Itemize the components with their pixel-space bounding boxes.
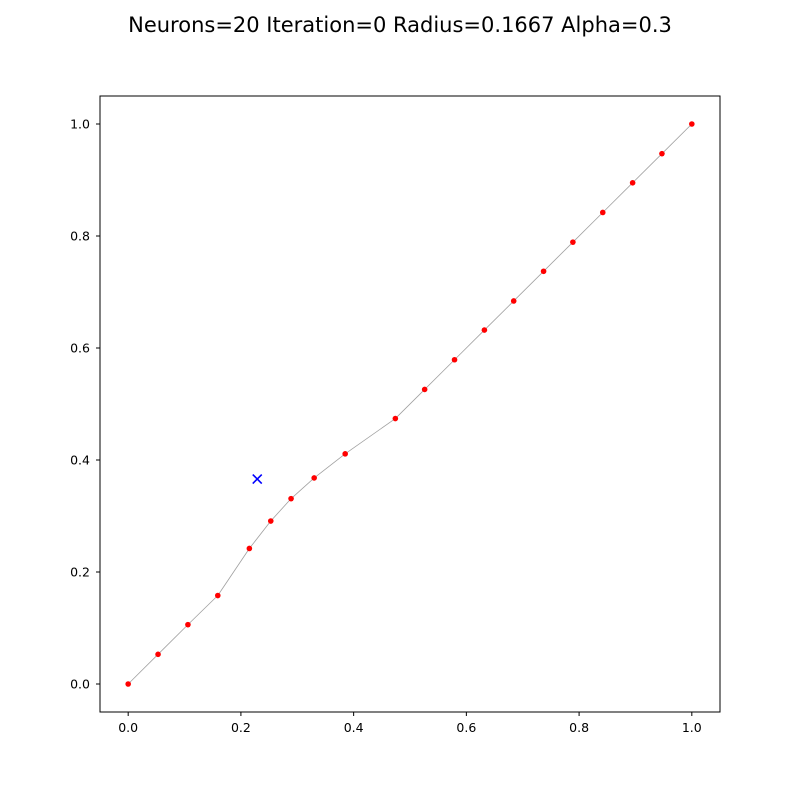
- neuron-link: [454, 329, 485, 361]
- neuron-link: [395, 389, 425, 419]
- y-tick-label: 0.8: [70, 229, 90, 244]
- neuron-link: [344, 418, 396, 455]
- neuron-link: [249, 520, 272, 549]
- neuron-point: [659, 150, 665, 157]
- chart-title: Neurons=20 Iteration=0 Radius=0.1667 Alp…: [128, 13, 672, 37]
- neuron-point: [510, 298, 517, 304]
- neuron-point: [570, 239, 576, 245]
- neuron-link: [543, 241, 574, 272]
- neuron-point: [540, 268, 547, 275]
- neuron-point: [451, 356, 458, 363]
- neuron-link: [270, 498, 292, 522]
- x-tick-label: 0.8: [569, 720, 589, 735]
- neuron-point: [481, 327, 488, 333]
- neuron-point: [288, 495, 294, 502]
- y-tick-label: 0.6: [70, 341, 90, 356]
- neuron-point: [185, 621, 191, 628]
- neuron-link: [661, 123, 693, 154]
- neuron-link: [513, 270, 544, 302]
- neuron-link: [313, 453, 346, 479]
- neuron-link: [290, 477, 315, 499]
- x-tick-label: 0.6: [456, 720, 476, 735]
- neuron-point: [392, 415, 399, 422]
- neuron-point: [689, 121, 695, 127]
- y-tick-label: 0.4: [70, 453, 90, 468]
- neuron-link: [572, 212, 604, 243]
- x-tick-label: 0.2: [231, 720, 251, 735]
- neuron-point: [342, 451, 348, 457]
- neuron-link: [127, 654, 159, 685]
- neuron-point: [215, 592, 221, 599]
- y-tick-label: 0.0: [70, 677, 90, 692]
- y-tick-label: 1.0: [70, 117, 90, 132]
- neuron-link: [632, 153, 663, 184]
- neuron-point: [311, 475, 317, 481]
- neuron-link: [157, 624, 189, 655]
- neuron-link: [602, 182, 633, 213]
- x-tick-label: 0.4: [344, 720, 364, 735]
- neuron-point: [599, 209, 606, 216]
- neuron-link: [424, 359, 455, 390]
- x-tick-label: 0.0: [118, 720, 138, 735]
- neuron-point: [125, 681, 131, 687]
- neuron-point: [246, 545, 253, 552]
- neuron-point: [267, 518, 274, 524]
- neuron-link: [217, 548, 250, 596]
- axes: 0.0 0.2 0.4 0.6 0.8 1.0 0.0 0.2 0.4 0.6 0.8 1.0: [70, 117, 702, 736]
- plot-frame: [99, 95, 721, 713]
- series-marks: [125, 121, 695, 687]
- neuron-link: [484, 300, 514, 331]
- y-tick-label: 0.2: [70, 565, 90, 580]
- neuron-point: [155, 651, 161, 658]
- neuron-link: [187, 595, 219, 625]
- sample-point-marker: [252, 473, 263, 485]
- neuron-point: [629, 180, 636, 186]
- series-lines: [127, 123, 693, 685]
- neuron-point: [421, 386, 428, 393]
- x-tick-label: 1.0: [682, 720, 702, 735]
